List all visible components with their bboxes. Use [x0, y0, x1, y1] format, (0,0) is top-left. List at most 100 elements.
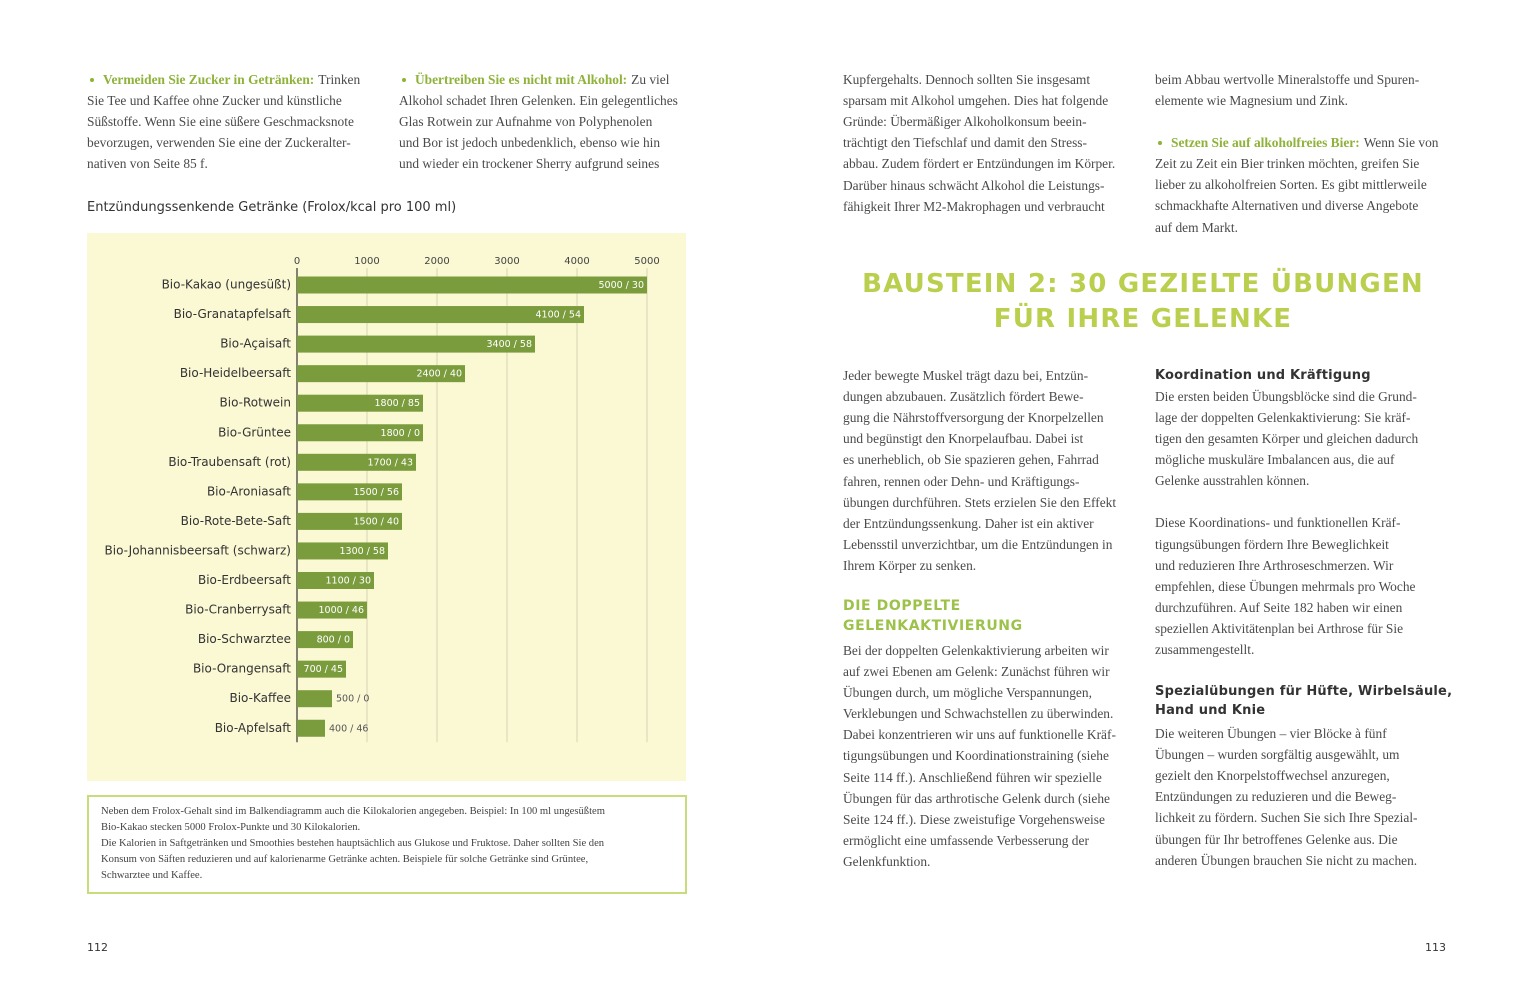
category-label: Bio-Schwarztee: [198, 632, 291, 646]
text-line: Seite 124 ff.). Diese zweistufige Vorgeh…: [843, 811, 1105, 827]
text-line: nativen von Seite 85 f.: [87, 156, 208, 172]
text-line: Glas Rotwein zur Aufnahme von Polyphenol…: [399, 114, 653, 130]
value-label: 400 / 46: [329, 723, 368, 734]
text-line: Gelenkfunktion.: [843, 853, 931, 869]
text-line: Alkohol schadet Ihren Gelenken. Ein gele…: [399, 93, 678, 109]
text-line: lichkeit zu fördern. Suchen Sie sich Ihr…: [1155, 810, 1418, 826]
text-line: abbau. Zudem fördert er Entzündungen im …: [843, 156, 1116, 172]
bar: [297, 306, 584, 324]
value-label: 1800 / 0: [381, 428, 420, 439]
note-line: Neben dem Frolox-Gehalt sind im Balkendi…: [101, 806, 605, 817]
lead: Übertreiben Sie es nicht mit Alkohol:: [415, 72, 628, 87]
text-line: tigen den gesamten Körper und gleichen d…: [1155, 431, 1419, 447]
x-tick-label: 3000: [494, 256, 519, 267]
bullet: [90, 77, 94, 82]
bar: [297, 483, 402, 501]
value-label: 700 / 45: [304, 664, 343, 675]
text: Wenn Sie von: [1363, 135, 1439, 151]
subheading: Koordination und Kräftigung: [1155, 368, 1371, 383]
category-label: Bio-Johannisbeersaft (schwarz): [105, 543, 291, 557]
value-label: 3400 / 58: [486, 339, 532, 350]
text-line: auf zwei Ebenen am Gelenk: Zunächst führ…: [843, 664, 1110, 679]
x-tick-label: 5000: [634, 256, 659, 267]
text-line: zusammengestellt.: [1155, 642, 1255, 657]
text-line: übungen durchführen. Stets erzielen Sie …: [843, 494, 1117, 510]
text-line: Gründe: Übermäßiger Alkoholkonsum beein-: [843, 114, 1087, 130]
section-heading: GELENKAKTIVIERUNG: [843, 617, 1023, 634]
text-line: anderen Übungen brauchen Sie nicht zu ma…: [1155, 852, 1418, 868]
bar: [297, 601, 367, 619]
value-label: 1100 / 30: [325, 576, 371, 587]
text-line: Entzündungen zu reduzieren und die Beweg…: [1155, 789, 1397, 805]
bullet: [1158, 141, 1162, 146]
text-line: und begünstigt den Knorpelaufbau. Dabei …: [843, 431, 1084, 447]
bullet: [402, 77, 406, 82]
bar: [297, 690, 332, 708]
value-label: 500 / 0: [336, 694, 369, 705]
note-line: Schwarztee und Kaffee.: [101, 870, 203, 881]
text-line: Kupfergehalts. Dennoch sollten Sie insge…: [843, 72, 1091, 87]
text-line: Vermeiden Sie Zucker in Getränken: Trinke…: [87, 70, 360, 90]
value-label: 1500 / 40: [353, 516, 399, 527]
value-label: 1700 / 43: [367, 457, 413, 468]
x-tick-label: 0: [294, 256, 300, 267]
bar: [297, 453, 416, 471]
note-line: Bio-Kakao stecken 5000 Frolox-Punkte und…: [101, 822, 361, 833]
text-line: Jeder bewegte Muskel trägt dazu bei, Ent…: [843, 368, 1089, 383]
note-line: Die Kalorien in Saftgetränken und Smooth…: [101, 838, 605, 849]
value-label: 1800 / 85: [374, 398, 420, 409]
value-label: 1000 / 46: [318, 605, 364, 616]
text-line: lage der doppelten Gelenkaktivierung: Si…: [1155, 410, 1411, 426]
text-line: Übungen durch, um mögliche Verspannungen…: [843, 685, 1092, 701]
x-tick-label: 4000: [564, 256, 589, 267]
text-line: lieber zu alkoholfreien Sorten. Es gibt …: [1155, 177, 1427, 193]
category-label: Bio-Apfelsaft: [215, 721, 292, 735]
text-line: Übungen – wurden sorgfältig ausgewählt, …: [1155, 747, 1400, 763]
text-line: Setzen Sie auf alkoholfreies Bier: Wenn S…: [1155, 133, 1438, 153]
category-label: Bio-Traubensaft (rot): [168, 455, 291, 469]
text-line: Seite 114 ff.). Anschließend führen wir …: [843, 769, 1102, 785]
text-line: Ihrem Körper zu senken.: [843, 557, 977, 573]
x-tick-label: 1000: [354, 256, 379, 267]
category-label: Bio-Rote-Bete-Saft: [181, 514, 292, 528]
bar: [297, 572, 374, 589]
category-label: Bio-Aroniasaft: [207, 484, 291, 498]
value-label: 1300 / 58: [339, 546, 385, 557]
text-line: Diese Koordinations- und funktionellen K…: [1155, 515, 1401, 531]
text-line: fähigkeit Ihrer M2-Makrophagen und verbr…: [843, 198, 1105, 214]
bar: [297, 631, 353, 649]
text-line: trächtigt den Tiefschlaf und damit den S…: [843, 135, 1087, 151]
section-heading: DIE DOPPELTE: [843, 597, 961, 614]
text-line: tigungsübungen fördern Ihre Beweglichkei…: [1155, 536, 1389, 552]
subheading: Hand und Knie: [1155, 703, 1266, 718]
text-line: sparsam mit Alkohol umgehen. Dies hat fo…: [843, 93, 1109, 109]
category-label: Bio-Granatapfelsaft: [174, 307, 292, 321]
text-line: speziellen Aktivitätenplan bei Arthrose …: [1155, 620, 1404, 636]
category-label: Bio-Grüntee: [218, 425, 291, 439]
text-line: Bei der doppelten Gelenkaktivierung arbe…: [843, 642, 1109, 658]
main-heading: BAUSTEIN 2: 30 GEZIELTE ÜBUNGEN: [862, 269, 1424, 299]
page-number: 112: [87, 941, 108, 954]
text-line: bevorzugen, verwenden Sie eine der Zucke…: [87, 135, 351, 151]
text-line: schmackhafte Alternativen und diverse An…: [1155, 198, 1419, 214]
text-line: beim Abbau wertvolle Mineralstoffe und S…: [1155, 72, 1420, 87]
text-line: Die weiteren Übungen – vier Blöcke à fün…: [1155, 726, 1387, 741]
value-label: 2400 / 40: [416, 369, 462, 380]
text-line: übungen für Ihr betroffenes Gelenke aus.…: [1155, 831, 1398, 847]
text-line: mögliche muskuläre Imbalancen aus, die a…: [1155, 452, 1395, 468]
text-line: Gelenke ausstrahlen können.: [1155, 473, 1310, 489]
text-line: ermöglicht eine umfassende Verbesserung …: [843, 832, 1089, 848]
category-label: Bio-Açaisaft: [220, 337, 291, 351]
value-label: 5000 / 30: [598, 280, 644, 291]
bar: [297, 512, 402, 530]
text-line: Lebensstil unverzichtbar, um die Entzünd…: [843, 536, 1113, 552]
category-label: Bio-Heidelbeersaft: [180, 366, 291, 380]
value-label: 1500 / 56: [353, 487, 399, 498]
text-line: gezielt den Knorpelstoffwechsel anzurege…: [1155, 768, 1390, 784]
text-line: Die ersten beiden Übungsblöcke sind die …: [1155, 389, 1417, 404]
x-tick-label: 2000: [424, 256, 449, 267]
chart-background: [87, 233, 686, 781]
category-label: Bio-Cranberrysaft: [185, 603, 291, 617]
bar: [297, 335, 535, 353]
